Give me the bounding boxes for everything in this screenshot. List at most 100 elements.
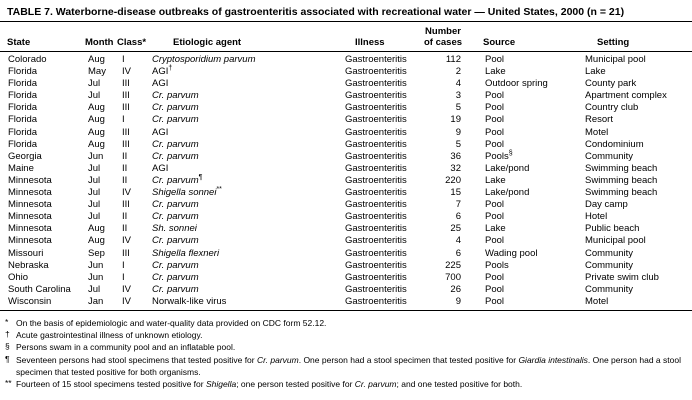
table-row: Florida Jul III Cr. parvum Gastroenteritis 3 P… <box>0 90 692 102</box>
cell-source: Lake <box>485 223 506 235</box>
cell-class: III <box>122 102 130 114</box>
cell-class: II <box>122 223 128 235</box>
cell-number-of-cases: 4 <box>455 78 461 90</box>
cell-source: Pool <box>485 114 505 126</box>
cell-source: Pool <box>485 54 505 65</box>
cell-number-of-cases: 7 <box>455 199 461 211</box>
cell-etiologic-agent: Cr. parvum <box>152 102 199 114</box>
cell-class: III <box>122 199 130 211</box>
cell-month: Aug <box>88 54 105 65</box>
footnote: † Acute gastrointestinal illness of unkno… <box>5 329 203 341</box>
cell-number-of-cases: 4 <box>455 235 461 247</box>
cell-class: I <box>122 54 125 65</box>
cell-state: Florida <box>8 114 38 126</box>
cell-month: Jul <box>88 211 101 223</box>
cell-source: Pool <box>485 283 505 295</box>
cell-class: II <box>122 211 128 223</box>
cell-state: Colorado <box>8 54 47 65</box>
cell-etiologic-agent: Cr. parvum <box>152 138 199 150</box>
cell-state: Minnesota <box>8 199 52 211</box>
cell-class: IV <box>122 66 131 78</box>
cell-number-of-cases: 15 <box>450 187 461 199</box>
col-header-month: Month <box>85 22 117 52</box>
cell-setting: Swimming beach <box>585 187 658 199</box>
cell-illness: Gastroenteritis <box>345 283 407 295</box>
cell-number-of-cases: 225 <box>445 259 461 271</box>
cell-state: Minnesota <box>8 187 52 199</box>
footnote-marker: § <box>5 341 10 352</box>
footnote: * On the basis of epidemiologic and water… <box>5 316 327 328</box>
table-row: Florida Jul III AGI Gastroenteritis 4 Outdoor … <box>0 78 692 90</box>
cell-month: Aug <box>88 102 105 114</box>
col-header-state: State <box>0 22 85 52</box>
cell-state: Florida <box>8 90 38 102</box>
cell-illness: Gastroenteritis <box>345 235 407 247</box>
cell-source: Outdoor spring <box>485 78 548 90</box>
cell-setting: Motel <box>575 295 692 311</box>
cell-class: III <box>122 138 130 150</box>
footnotes: * On the basis of epidemiologic and water… <box>0 311 692 390</box>
table-row: Minnesota Jul III Cr. parvum Gastroenteritis… <box>0 199 692 211</box>
cell-setting: Municipal pool <box>585 54 646 65</box>
cell-state: Missouri <box>8 247 44 259</box>
cell-etiologic-agent: Norwalk-like virus <box>149 295 341 311</box>
table-row: Georgia Jun II Cr. parvum Gastroenteritis 36 P… <box>0 149 692 163</box>
cell-etiologic-agent: AGI <box>152 162 169 174</box>
cell-month: Jul <box>88 199 101 211</box>
cell-number-of-cases: 6 <box>455 211 461 223</box>
cell-month: Jan <box>85 295 117 311</box>
cell-month: Jun <box>88 150 104 162</box>
cell-illness: Gastroenteritis <box>345 126 407 138</box>
cell-number-of-cases: 5 <box>455 102 461 114</box>
table-row: Maine Jul II AGI Gastroenteritis 32 Lake/pond S… <box>0 163 692 175</box>
table-title: TABLE 7. Waterborne-disease outbreaks of… <box>0 0 692 22</box>
footnote-marker: ** <box>5 377 12 388</box>
cell-etiologic-agent: Cr. parvum¶ <box>152 173 203 186</box>
cell-source: Pools§ <box>485 149 513 162</box>
cell-number-of-cases: 5 <box>455 138 461 150</box>
cell-class: III <box>122 90 130 102</box>
cell-illness: Gastroenteritis <box>345 150 407 162</box>
col-header-number-of-cases: Number of cases <box>424 22 462 52</box>
table-row: Missouri Sep III Shigella flexneri Gastroent… <box>0 248 692 260</box>
cell-state: Florida <box>8 78 38 90</box>
footnote-marker: † <box>5 329 10 340</box>
cell-etiologic-agent: Shigella sonnei** <box>152 185 222 199</box>
cell-month: Jul <box>88 187 101 199</box>
cell-setting: Swimming beach <box>585 162 658 174</box>
cell-etiologic-agent: Cr. parvum <box>152 235 199 247</box>
footnote-marker: ¶ <box>5 353 10 364</box>
col-header-cases-line1: Number <box>425 26 461 37</box>
cell-etiologic-agent: AGI <box>152 126 169 138</box>
cell-class: I <box>122 259 125 271</box>
table-row: Minnesota Jul II Cr. parvum¶ Gastroenteritis… <box>0 173 692 187</box>
cell-state: Georgia <box>8 150 42 162</box>
cell-state: Minnesota <box>8 235 52 247</box>
cell-month: Sep <box>88 247 105 259</box>
cell-source: Pool <box>462 295 575 311</box>
cell-month: Aug <box>88 223 105 235</box>
cell-source: Lake <box>485 174 506 186</box>
cell-state: Florida <box>8 126 38 138</box>
cell-class: IV <box>122 187 131 199</box>
cell-number-of-cases: 25 <box>450 223 461 235</box>
cell-setting: Motel <box>585 126 609 138</box>
cell-source: Pool <box>485 271 505 283</box>
cell-source: Lake <box>485 66 506 78</box>
cell-illness: Gastroenteritis <box>345 66 407 78</box>
cell-setting: Community <box>585 283 634 295</box>
cell-illness: Gastroenteritis <box>345 247 407 259</box>
cell-illness: Gastroenteritis <box>345 90 407 102</box>
cell-source: Pool <box>485 90 505 102</box>
cell-source: Pool <box>485 199 505 211</box>
cell-number-of-cases: 2 <box>455 66 461 78</box>
cell-illness: Gastroenteritis <box>345 78 407 90</box>
cell-state: Minnesota <box>8 211 52 223</box>
cell-state: Minnesota <box>8 174 52 186</box>
cell-class: I <box>122 271 125 283</box>
cell-etiologic-agent: AGI† <box>152 64 173 78</box>
cell-state: Florida <box>8 138 38 150</box>
cell-illness: Gastroenteritis <box>345 271 407 283</box>
cell-number-of-cases: 9 <box>455 126 461 138</box>
